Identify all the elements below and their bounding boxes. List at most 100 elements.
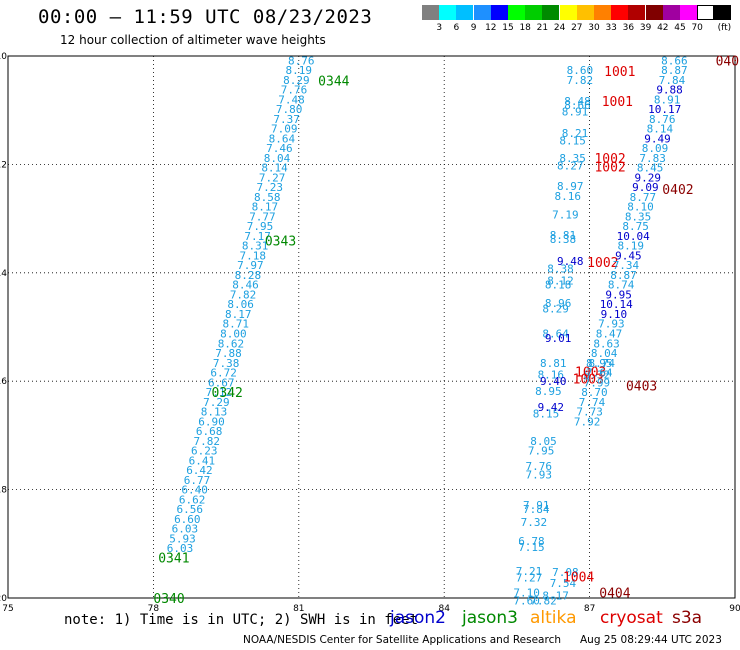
- pass-time-label: 0404: [599, 587, 630, 602]
- wave-height-value: 8.66: [564, 99, 591, 112]
- plot-frame: [7, 55, 736, 599]
- legend-label: 42: [657, 23, 669, 33]
- wave-height-value: 7.37: [273, 113, 300, 126]
- wave-height-value: 7.48: [278, 93, 305, 106]
- wave-height-value: 6.56: [177, 503, 204, 516]
- legend-swatch: [456, 5, 474, 20]
- legend-swatch: [662, 5, 680, 20]
- wave-height-value: 8.18: [545, 279, 572, 292]
- wave-height-value: 8.29: [542, 303, 569, 316]
- pass-time-label: 0340: [153, 592, 184, 607]
- wave-height-value: 8.46: [232, 279, 259, 292]
- wave-height-value: 7.82: [193, 435, 220, 448]
- pass-time-label: 1002: [594, 161, 625, 176]
- wave-height-value: 7.29: [203, 396, 230, 409]
- wave-height-value: 8.38: [547, 262, 574, 275]
- satellite-label-s3a: s3a: [672, 608, 703, 628]
- wave-height-value: 8.13: [201, 406, 228, 419]
- y-tick-label: -20: [0, 594, 7, 604]
- wave-height-value: 7.76: [525, 460, 552, 473]
- wave-height-value: 7.84: [523, 503, 550, 516]
- x-tick-label: 90: [729, 604, 740, 614]
- legend-label: (ft): [717, 23, 732, 33]
- wave-height-value: 8.95: [586, 357, 613, 370]
- legend-swatch: [525, 5, 543, 20]
- wave-height-value: 8.17: [542, 589, 569, 602]
- wave-height-value: 7.32: [521, 516, 548, 529]
- wave-height-value: 8.00: [220, 328, 247, 341]
- pass-time-label: 0344: [318, 74, 349, 89]
- wave-height-value: 7.76: [281, 84, 308, 97]
- legend-label: 21: [536, 23, 549, 33]
- legend-label: 45: [674, 23, 686, 33]
- wave-height-value: 7.74: [579, 396, 606, 409]
- wave-height-value: 7.23: [256, 181, 283, 194]
- wave-height-value: 7.46: [266, 142, 293, 155]
- legend-swatch: [542, 5, 560, 20]
- chart-note: note: 1) Time is in UTC; 2) SWH is in fe…: [64, 612, 419, 628]
- wave-height-value: 6.72: [210, 367, 237, 380]
- wave-height-value: 8.91: [654, 93, 681, 106]
- legend-label: 70: [691, 23, 703, 33]
- wave-height-value: 8.15: [559, 135, 586, 148]
- legend-label: 12: [485, 23, 497, 33]
- wave-height-value: 8.63: [593, 337, 620, 350]
- wave-height-value: 8.17: [225, 308, 252, 321]
- wave-height-value: 8.87: [661, 64, 688, 77]
- y-tick-label: -14: [0, 269, 7, 279]
- wave-height-value: 7.93: [598, 318, 625, 331]
- wave-height-value: 8.04: [264, 152, 291, 165]
- legend-label: 6: [453, 23, 460, 33]
- wave-height-value: 8.60: [567, 64, 594, 77]
- wave-height-value: 8.64: [542, 328, 569, 341]
- legend-swatch: [680, 5, 697, 20]
- wave-height-value: 7.12: [206, 386, 233, 399]
- satellite-label-cryosat: cryosat: [600, 608, 663, 628]
- legend-label: 15: [502, 23, 514, 33]
- wave-height-value: 6.67: [208, 376, 235, 389]
- wave-height-value: 8.38: [550, 233, 577, 246]
- wave-height-value: 7.97: [237, 259, 264, 272]
- y-tick-label: -12: [0, 160, 7, 170]
- wave-height-value: 8.96: [545, 297, 572, 310]
- wave-height-value: 8.10: [627, 201, 654, 214]
- wave-height-value: 7.21: [516, 565, 543, 578]
- wave-height-value: 6.68: [196, 425, 223, 438]
- satellite-label-altika: altika: [530, 608, 577, 628]
- footer-timestamp: Aug 25 08:29:44 UTC 2023: [580, 634, 722, 646]
- legend-swatch: [508, 5, 525, 20]
- wave-height-value: 8.14: [261, 162, 288, 175]
- wave-height-value: 7.64: [586, 367, 613, 380]
- wave-height-value: 8.62: [218, 337, 245, 350]
- legend-label: 18: [519, 23, 531, 33]
- satellite-label-jason3: jason3: [462, 608, 518, 628]
- legend-label: 3: [436, 23, 443, 33]
- pass-time-label: 0401: [716, 54, 740, 69]
- pass-time-label: 1003: [573, 372, 604, 387]
- wave-height-value: 8.16: [538, 369, 565, 382]
- wave-height-value: 6.78: [518, 535, 545, 548]
- wave-height-value: 8.66: [661, 54, 688, 67]
- wave-height-value: 7.92: [574, 415, 601, 428]
- wave-height-value: 8.75: [622, 220, 649, 233]
- wave-height-value: 7.10: [513, 587, 540, 600]
- wave-height-value: 7.84: [659, 74, 686, 87]
- x-tick-label: 87: [584, 604, 595, 614]
- wave-height-value: 9.48: [557, 255, 584, 268]
- y-tick-label: -10: [0, 52, 7, 62]
- wave-height-value: 8.87: [610, 269, 637, 282]
- wave-height-value: 8.19: [286, 64, 313, 77]
- wave-height-value: 8.91: [562, 105, 589, 118]
- wave-height-value: 5.93: [169, 532, 196, 545]
- wave-height-value: 8.16: [555, 190, 582, 203]
- pass-time-label: 1004: [563, 570, 594, 585]
- x-tick-label: 81: [293, 604, 304, 614]
- wave-height-value: 8.28: [235, 269, 262, 282]
- x-tick-label: 84: [438, 604, 450, 614]
- wave-height-value: 8.09: [642, 142, 669, 155]
- legend-swatch: [422, 5, 439, 20]
- wave-height-value: 8.76: [649, 113, 676, 126]
- wave-height-value: 8.71: [223, 318, 250, 331]
- legend-swatch: [559, 5, 577, 20]
